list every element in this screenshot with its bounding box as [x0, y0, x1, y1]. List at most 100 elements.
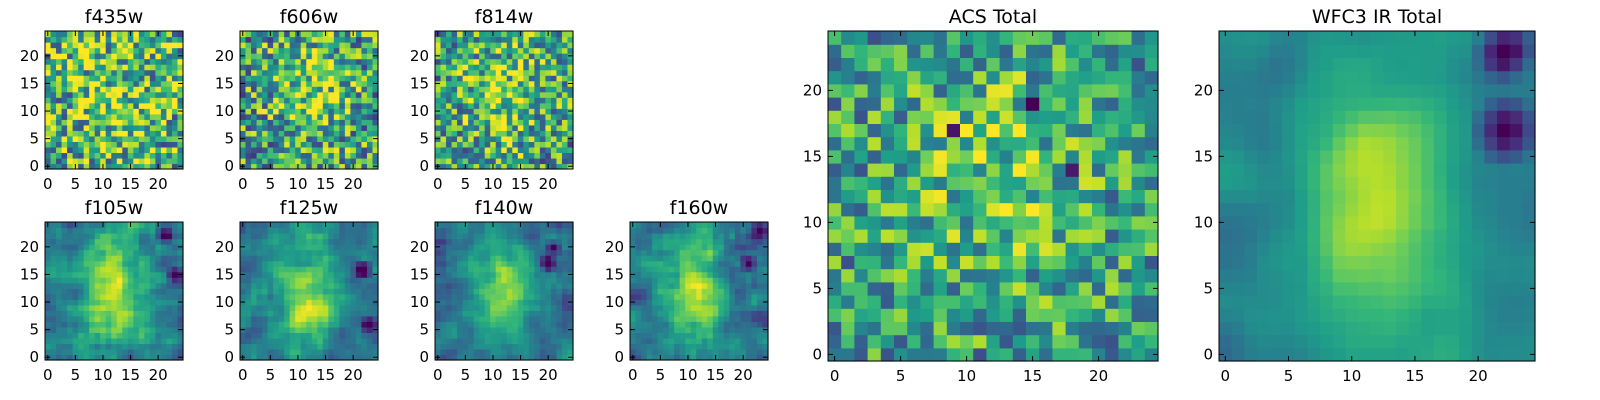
heatmap-cell: [328, 260, 335, 267]
heatmap-cell: [663, 227, 670, 234]
heatmap-cell: [435, 146, 442, 154]
heatmap-cell: [339, 146, 346, 154]
heatmap-cell: [490, 271, 497, 278]
heatmap-cell: [344, 124, 351, 131]
heatmap-cell: [539, 58, 546, 65]
heatmap-cell: [745, 348, 753, 356]
heatmap-cell: [451, 58, 458, 65]
heatmap-cell: [457, 227, 464, 234]
heatmap-cell: [72, 348, 79, 356]
heatmap-cell: [435, 69, 442, 76]
heatmap-cell: [300, 75, 307, 82]
heatmap-cell: [144, 238, 151, 245]
heatmap-cell: [83, 271, 90, 278]
heatmap-cell: [501, 310, 508, 317]
heatmap-cell: [712, 315, 719, 322]
heatmap-cell: [440, 321, 447, 328]
heatmap-cell: [446, 238, 453, 245]
heatmap-cell: [440, 222, 447, 229]
heatmap-cell: [78, 348, 85, 356]
heatmap-cell: [89, 124, 96, 131]
heatmap-cell: [256, 124, 263, 131]
heatmap-cell: [756, 321, 764, 328]
heatmap-cell: [762, 260, 769, 267]
heatmap-cell: [1131, 334, 1146, 349]
heatmap-cell: [468, 36, 475, 43]
heatmap-cell: [311, 332, 318, 339]
heatmap-cell: [116, 337, 123, 345]
heatmap-cell: [479, 304, 486, 311]
heatmap-cell: [67, 304, 74, 311]
heatmap-cell: [100, 75, 107, 82]
heatmap-cell: [690, 249, 697, 256]
heatmap-cell: [116, 97, 123, 104]
heatmap-cell: [160, 36, 168, 43]
heatmap-cell: [646, 304, 653, 311]
heatmap-cell: [707, 354, 714, 361]
x-tick-label: 5: [71, 175, 81, 193]
heatmap-cell: [630, 288, 637, 295]
heatmap-cell: [523, 47, 530, 54]
heatmap-cell: [289, 260, 296, 267]
heatmap-cell: [149, 326, 156, 333]
heatmap-cell: [528, 53, 535, 60]
heatmap-cell: [534, 75, 541, 82]
heatmap-cell: [1039, 347, 1053, 362]
heatmap-cell: [166, 326, 173, 333]
heatmap-cell: [256, 282, 263, 289]
heatmap-cell: [289, 255, 296, 262]
heatmap-cell: [512, 299, 519, 306]
heatmap-cell: [920, 308, 935, 322]
heatmap-cell: [251, 244, 258, 251]
heatmap-cell: [166, 42, 173, 49]
heatmap-cell: [105, 288, 112, 295]
heatmap-cell: [712, 227, 719, 234]
heatmap-cell: [528, 227, 535, 234]
heatmap-cell: [679, 282, 686, 289]
heatmap-cell: [328, 113, 335, 120]
heatmap-cell: [355, 69, 363, 76]
heatmap-cell: [751, 255, 758, 262]
heatmap-cell: [528, 80, 535, 87]
heatmap-cell: [111, 86, 118, 93]
heatmap-cell: [630, 348, 637, 356]
heatmap-cell: [986, 189, 1001, 204]
heatmap-cell: [646, 354, 653, 361]
heatmap-cell: [339, 233, 346, 240]
heatmap-cell: [561, 157, 569, 165]
heatmap-cell: [83, 69, 90, 76]
heatmap-cell: [867, 202, 882, 217]
heatmap-cell: [72, 97, 79, 104]
heatmap-cell: [144, 315, 151, 322]
heatmap-cell: [94, 310, 101, 317]
heatmap-cell: [273, 260, 280, 267]
heatmap-cell: [333, 255, 340, 262]
heatmap-cell: [1012, 176, 1027, 190]
heatmap-cell: [517, 53, 524, 60]
heatmap-cell: [127, 266, 134, 273]
heatmap-cell: [306, 152, 313, 159]
heatmap-cell: [89, 163, 96, 170]
heatmap-cell: [550, 141, 558, 148]
heatmap-cell: [567, 288, 574, 295]
heatmap-cell: [262, 31, 269, 38]
heatmap-cell: [339, 102, 346, 109]
heatmap-cell: [355, 163, 363, 170]
x-tick-label: 5: [461, 366, 471, 384]
heatmap-cell: [372, 304, 379, 311]
heatmap-cell: [267, 238, 274, 245]
heatmap-cell: [473, 315, 480, 322]
heatmap-cell: [72, 124, 79, 131]
heatmap-cell: [663, 310, 670, 317]
heatmap-cell: [867, 189, 882, 204]
heatmap-cell: [674, 321, 681, 328]
heatmap-cell: [45, 64, 52, 71]
heatmap-cell: [328, 141, 335, 148]
heatmap-cell: [468, 119, 475, 126]
heatmap-cell: [435, 315, 442, 322]
heatmap-cell: [278, 277, 285, 284]
heatmap-cell: [344, 304, 351, 311]
heatmap-cell: [468, 152, 475, 159]
heatmap-cell: [446, 249, 453, 256]
heatmap-cell: [339, 64, 346, 71]
